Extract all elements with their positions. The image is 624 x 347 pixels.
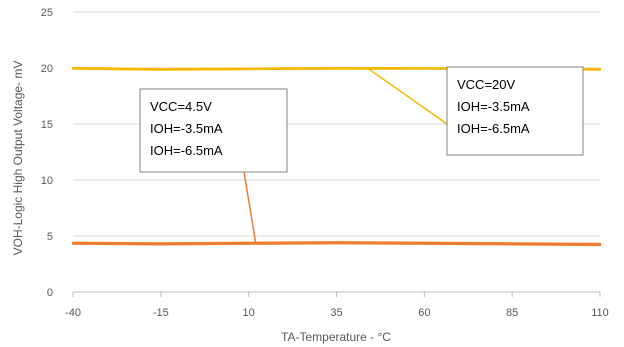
annotation-box xyxy=(139,88,288,173)
x-tick-label: 35 xyxy=(330,307,342,319)
y-tick-labels: 0 5 10 15 20 25 xyxy=(41,7,53,299)
annotation-text: IOH=-6.5mA xyxy=(150,143,223,158)
annotation-text: IOH=-6.5mA xyxy=(457,121,530,136)
y-tick-label: 20 xyxy=(41,63,53,75)
annotation-pointer xyxy=(243,171,257,243)
series-line xyxy=(71,242,602,247)
y-tick-label: 0 xyxy=(47,287,53,299)
x-tick-labels: -40 -15 10 35 60 85 110 xyxy=(65,307,609,319)
y-tick-label: 10 xyxy=(41,175,53,187)
x-tick-label: -15 xyxy=(153,307,169,319)
y-axis-title: VOH-Logic High Output Voltage- mV xyxy=(11,61,25,256)
annotation-box xyxy=(446,66,584,156)
x-tick-label: 10 xyxy=(243,307,255,319)
annotations: VCC=4.5V IOH=-3.5mA IOH=-6.5mA VCC=20V IOH=-… xyxy=(139,66,584,243)
y-tick-label: 15 xyxy=(41,119,53,131)
y-tick-label: 25 xyxy=(41,7,53,19)
annotation-text: IOH=-3.5mA xyxy=(457,99,530,114)
annotation-pointer xyxy=(367,67,448,125)
x-axis-title: TA-Temperature - °C xyxy=(281,330,391,344)
x-tick-label: 60 xyxy=(418,307,430,319)
y-tick-label: 5 xyxy=(47,231,53,243)
x-tick-label: 110 xyxy=(591,307,609,319)
annotation-text: IOH=-3.5mA xyxy=(150,121,223,136)
x-tick-label: 85 xyxy=(506,307,518,319)
x-tick-label: -40 xyxy=(65,307,81,319)
annotation-text: VCC=20V xyxy=(457,77,515,92)
annotation-text: VCC=4.5V xyxy=(150,99,212,114)
